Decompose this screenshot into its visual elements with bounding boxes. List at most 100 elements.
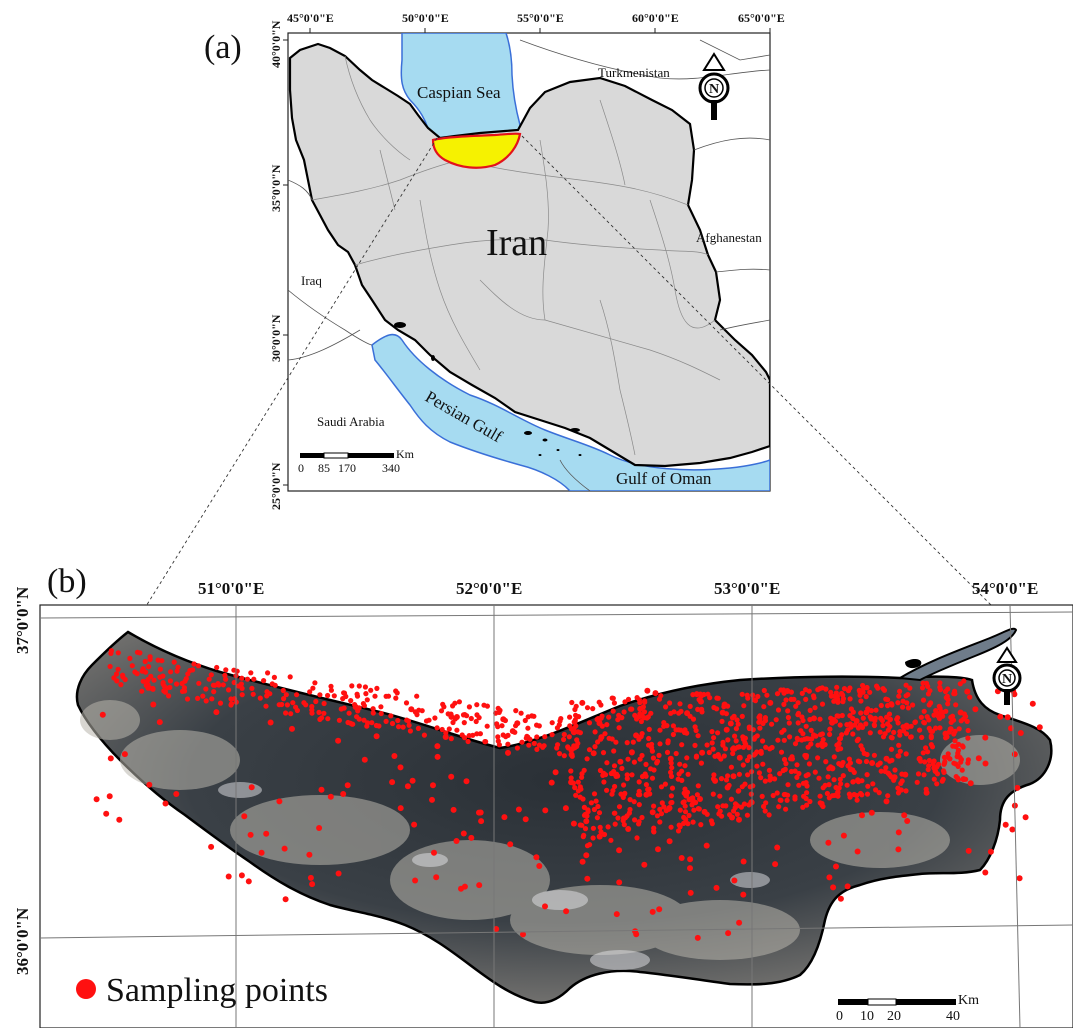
sampling-point [856,687,862,693]
sampling-point [844,782,850,788]
sampling-point [788,696,794,703]
sampling-point [903,722,910,729]
sampling-point [620,794,626,801]
sampling-point [892,767,898,773]
sampling-point [662,781,669,787]
sampling-point [679,768,685,774]
sampling-point [350,721,356,727]
sampling-point [542,807,549,814]
sampling-point [654,813,661,819]
sampling-point [150,701,157,708]
sampling-point [808,741,814,747]
sampling-point [711,735,717,741]
sampling-point [803,780,809,786]
sampling-point [853,718,860,724]
sampling-point [576,714,582,720]
sampling-point [888,746,895,752]
sampling-point [681,820,687,827]
sampling-point [628,749,635,756]
sampling-point [878,768,884,774]
sampling-point [678,708,684,715]
sampling-point [1011,751,1018,758]
panel-a-scale-unit: Km [396,447,415,461]
sampling-point [476,882,483,889]
sampling-point [282,896,289,903]
sampling-point [143,682,149,688]
sampling-point [713,884,720,891]
sampling-point [885,793,891,799]
sampling-point [947,726,954,733]
sampling-point [845,688,852,694]
sampling-point [649,809,656,816]
sampling-point [644,687,651,694]
sampling-point [926,757,933,764]
sampling-point [238,872,245,879]
sampling-point [448,736,454,742]
sampling-point [570,729,577,736]
sampling-point [223,676,229,682]
sampling-point [668,760,674,766]
sampling-point [819,731,826,737]
sampling-point [365,720,371,726]
sampling-point [612,821,618,827]
sampling-point [784,797,790,803]
sampling-point [649,775,656,781]
sampling-point [638,712,645,719]
sampling-point [643,761,649,768]
sampling-point [214,664,220,671]
sampling-point [937,705,943,711]
sampling-point [1017,730,1024,736]
sampling-point [706,749,712,756]
sampling-point [584,875,591,882]
sampling-point [328,683,334,689]
sampling-point [895,700,901,706]
sampling-point [785,792,791,798]
sampling-point [419,708,425,714]
sampling-point [593,798,599,804]
sampling-point [239,685,245,692]
sampling-point [289,725,295,732]
sampling-point [658,693,664,699]
sampling-point [548,779,555,786]
sampling-point [850,709,856,715]
sampling-point [742,781,748,787]
sampling-point [414,712,420,718]
sampling-point [808,727,814,734]
sampling-point [716,754,722,760]
sampling-point [735,721,741,727]
sampling-point [692,742,698,749]
sampling-point [393,695,399,701]
sampling-point [213,709,220,716]
sampling-point [715,804,721,810]
sampling-point [832,792,838,799]
sampling-point [238,681,244,687]
sampling-point [669,799,675,806]
sampling-point [549,732,555,738]
sampling-point [827,731,833,738]
sampling-point [448,713,455,720]
sampling-point [561,731,567,738]
sampling-point [758,775,764,781]
sampling-point [606,714,612,720]
sampling-point [200,693,206,699]
sampling-point [269,681,275,687]
sampling-point [313,698,319,705]
sampling-point [803,687,809,693]
sampling-point [728,764,735,770]
sampling-point [1029,700,1036,707]
sampling-point [943,735,949,741]
sampling-point [950,743,956,749]
sampling-point [265,670,271,676]
sampling-point [473,718,479,725]
sampling-point [754,733,760,739]
sampling-point [701,808,708,815]
sampling-point [430,782,436,789]
sampling-point [657,806,663,813]
sampling-point [241,813,248,820]
sampling-point [754,763,760,769]
sampling-point [959,767,965,773]
sampling-point [940,768,947,774]
sampling-point [590,825,597,831]
sampling-point [276,798,283,805]
sampling-point [785,714,792,721]
